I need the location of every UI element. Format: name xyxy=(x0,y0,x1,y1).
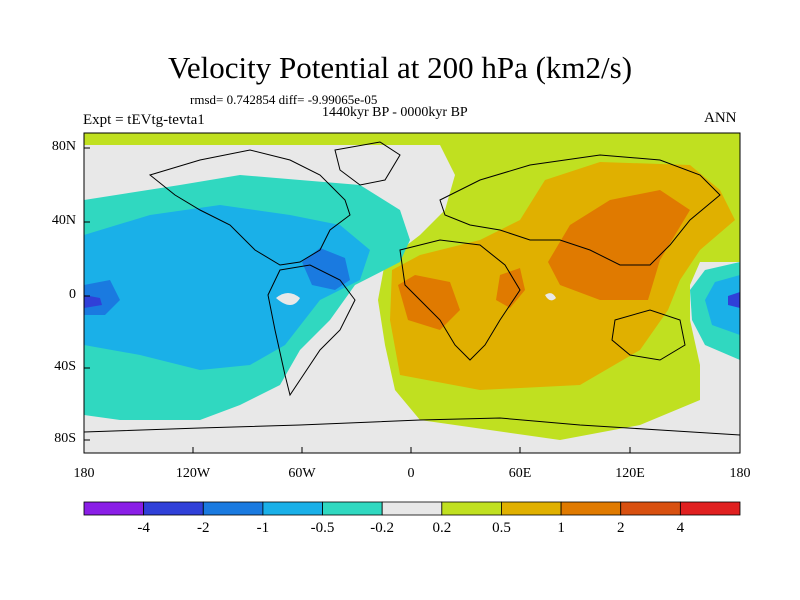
colorbar-swatch xyxy=(441,501,502,516)
negative-region-east-edge-max xyxy=(728,292,740,308)
positive-region-high-central xyxy=(496,268,525,308)
colorbar-label: -4 xyxy=(137,520,150,536)
lon-tick-label: 180 xyxy=(729,466,751,481)
colorbar-swatch xyxy=(202,501,264,516)
colorbar-swatch xyxy=(262,501,323,516)
rmsd-diff-stats: rmsd= 0.742854 diff= -9.99065e-05 xyxy=(190,92,378,107)
colorbar xyxy=(83,501,741,516)
colorbar-swatch xyxy=(560,501,622,516)
colorbar-swatch xyxy=(620,501,681,516)
africa-coast xyxy=(399,239,521,361)
positive-region-high xyxy=(548,190,690,300)
positive-region-high-west xyxy=(398,275,460,330)
contour-field xyxy=(84,133,740,453)
colorbar-label: -0.2 xyxy=(370,520,395,536)
colorbar-label: 1 xyxy=(557,520,565,536)
period-label: 1440kyr BP - 0000kyr BP xyxy=(322,105,468,120)
coastlines xyxy=(84,141,740,436)
plot-frame xyxy=(83,132,741,454)
colorbar-label: 0.2 xyxy=(432,520,452,536)
colorbar-label: 0.5 xyxy=(492,520,511,536)
north-america-coast xyxy=(148,149,351,266)
lat-tick-label: 40S xyxy=(54,359,76,374)
lon-tick-label: 180 xyxy=(73,466,95,481)
lat-tick-label: 40N xyxy=(51,213,76,228)
map-title: Velocity Potential at 200 hPa (km2/s) xyxy=(167,50,633,85)
y-tick-marks xyxy=(84,147,90,441)
colorbar-label: -2 xyxy=(197,520,210,536)
australia-coast xyxy=(611,309,686,361)
south-america-coast xyxy=(267,264,356,397)
colorbar-swatch xyxy=(501,501,562,516)
neutral-hole-east-africa xyxy=(545,293,556,301)
greenland-coast xyxy=(334,141,401,186)
lon-tick-label: 60E xyxy=(508,466,532,481)
experiment-label: Expt = tEVtg-tevta1 xyxy=(83,112,205,128)
lat-tick-label: 80N xyxy=(51,139,76,154)
negative-region-east-edge-mid xyxy=(705,275,740,335)
lon-tick-label: 0 xyxy=(407,466,415,481)
colorbar-label: 4 xyxy=(676,520,685,536)
europe-asia-coast xyxy=(439,154,721,266)
colorbar-swatch xyxy=(83,501,145,516)
colorbar-swatch xyxy=(322,501,383,516)
lon-tick-label: 120E xyxy=(615,466,645,481)
negative-region-max-pacific xyxy=(84,295,102,308)
colorbar-swatch xyxy=(679,501,741,516)
lon-tick-label: 60W xyxy=(288,466,316,481)
colorbar-label: 2 xyxy=(616,520,625,536)
negative-region-mid xyxy=(84,205,370,370)
colorbar-swatch xyxy=(381,501,443,516)
colorbar-label: -1 xyxy=(256,520,270,536)
lat-tick-label: 0 xyxy=(69,287,76,302)
x-tick-marks xyxy=(83,447,741,453)
lat-tick-label: 80S xyxy=(54,431,76,446)
season-label: ANN xyxy=(704,110,737,126)
lon-tick-label: 120W xyxy=(175,466,211,481)
colorbar-label: -0.5 xyxy=(310,520,335,536)
antarctica-coast xyxy=(84,417,740,436)
colorbar-swatch xyxy=(143,501,204,516)
neutral-hole-south-america xyxy=(276,293,300,305)
